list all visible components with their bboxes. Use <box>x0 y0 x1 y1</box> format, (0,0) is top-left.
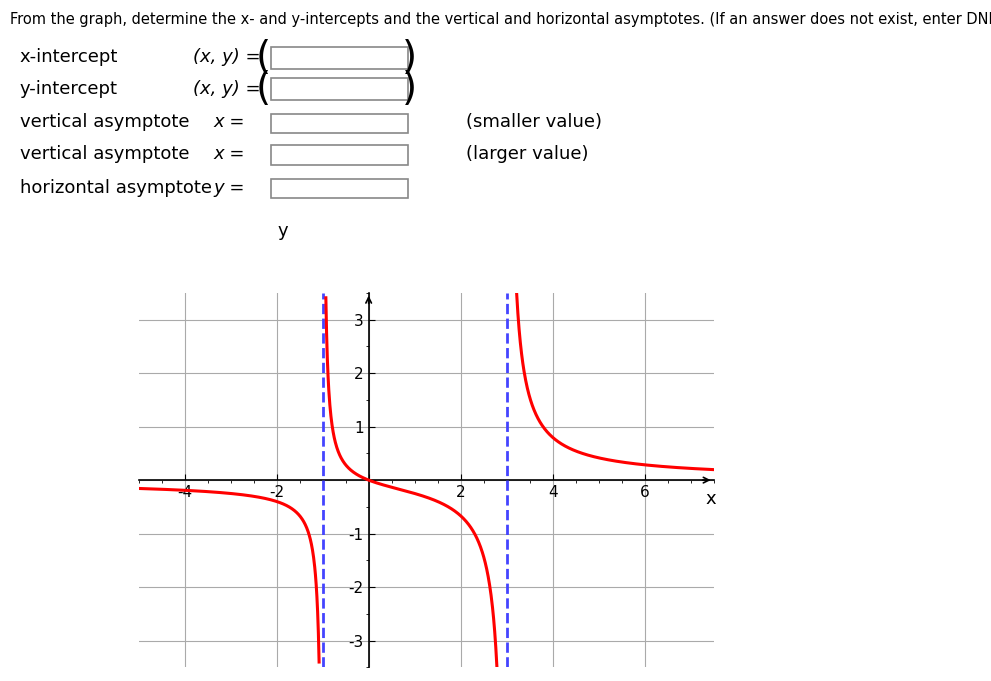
Text: ): ) <box>401 70 417 108</box>
Text: x =: x = <box>213 114 245 131</box>
Text: horizontal asymptote: horizontal asymptote <box>20 178 212 197</box>
Text: x: x <box>706 490 716 508</box>
Text: (smaller value): (smaller value) <box>466 114 602 131</box>
FancyBboxPatch shape <box>271 78 408 100</box>
Text: (larger value): (larger value) <box>466 145 589 163</box>
Text: (: ( <box>256 39 272 77</box>
Text: (: ( <box>256 70 272 108</box>
Text: (x, y) =: (x, y) = <box>193 48 261 66</box>
Text: y-intercept: y-intercept <box>20 80 118 98</box>
FancyBboxPatch shape <box>271 145 408 165</box>
Text: vertical asymptote: vertical asymptote <box>20 114 189 131</box>
Text: y =: y = <box>213 178 245 197</box>
Text: y: y <box>277 222 287 240</box>
FancyBboxPatch shape <box>271 46 408 69</box>
Text: vertical asymptote: vertical asymptote <box>20 145 189 163</box>
Text: x =: x = <box>213 145 245 163</box>
Text: From the graph, determine the x- and y-intercepts and the vertical and horizonta: From the graph, determine the x- and y-i… <box>10 12 991 27</box>
FancyBboxPatch shape <box>271 114 408 133</box>
Text: (x, y) =: (x, y) = <box>193 80 261 98</box>
Text: x-intercept: x-intercept <box>20 48 118 66</box>
Text: ): ) <box>401 39 417 77</box>
FancyBboxPatch shape <box>271 179 408 198</box>
